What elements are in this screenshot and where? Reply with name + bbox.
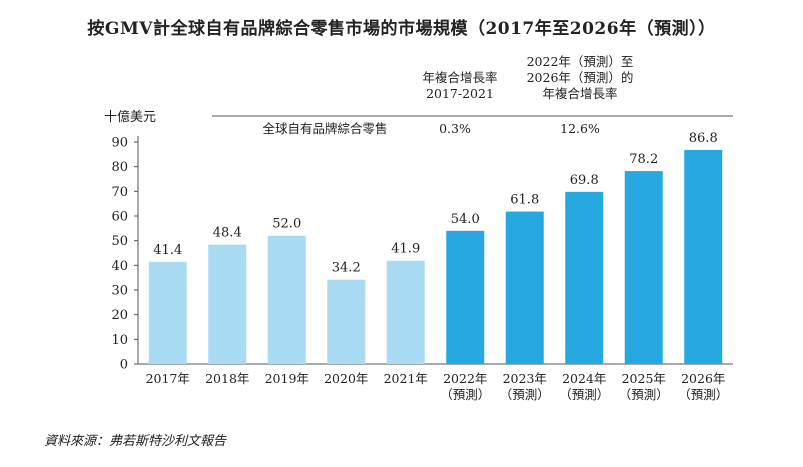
bar [684,149,723,364]
cagr-row-label: 全球自有品牌綜合零售 [262,121,388,136]
x-tick-sublabel: （預測） [440,387,490,402]
y-axis-label: 十億美元 [104,109,156,125]
y-tick-label: 20 [111,308,128,323]
cagr-header-historical-line: 年複合增長率 [422,70,498,85]
x-tick-sublabel: （預測） [500,387,550,402]
bar [446,230,485,364]
x-tick-label: 2021年 [384,371,428,386]
cagr-header-historical: 年複合增長率 2017-2021 [405,70,515,102]
cagr-header-forecast: 2022年（預測）至 2026年（預測）的 年複合增長率 [510,54,650,102]
y-tick-label: 30 [111,284,128,299]
bar-value-label: 86.8 [689,131,718,146]
y-tick-label: 80 [111,160,128,175]
bar [386,260,425,364]
cagr-forecast-value: 12.6% [560,121,600,136]
cagr-header-historical-line: 2017-2021 [426,86,494,101]
x-tick-label: 2024年 [562,371,606,386]
y-tick-label: 10 [111,333,128,348]
source-note: 資料來源：弗若斯特沙利文報告 [44,434,227,449]
y-tick-label: 70 [111,185,128,200]
bar-value-label: 34.2 [332,261,361,276]
bar-value-label: 54.0 [451,212,480,227]
x-tick-label: 2025年 [622,371,666,386]
y-tick-label: 50 [111,234,128,249]
bar [327,279,366,364]
bar [505,211,544,364]
bar [267,235,306,364]
bar [148,261,187,364]
x-tick-sublabel: （預測） [678,387,728,402]
bar-value-label: 52.0 [272,217,301,232]
x-tick-sublabel: （預測） [619,387,669,402]
x-tick-label: 2026年 [681,371,725,386]
cagr-header-forecast-line: 2026年（預測）的 [526,70,634,85]
x-tick-label: 2017年 [146,371,190,386]
bar [624,171,663,364]
x-tick-sublabel: （預測） [559,387,609,402]
chart-title: 按GMV計全球自有品牌綜合零售市場的市場規模（2017年至2026年（預測）） [87,19,716,39]
bar-value-label: 78.2 [629,152,658,167]
x-tick-label: 2023年 [503,371,547,386]
x-tick-label: 2019年 [265,371,309,386]
cagr-header-forecast-line: 年複合增長率 [542,86,618,101]
bar-value-label: 48.4 [213,226,242,241]
bar-value-label: 41.4 [153,243,182,258]
y-tick-label: 0 [120,358,128,373]
y-tick-label: 90 [111,136,128,151]
x-tick-label: 2020年 [324,371,368,386]
cagr-historical-value: 0.3% [439,121,471,136]
bar-value-label: 41.9 [391,242,420,257]
bar-value-label: 69.8 [570,173,599,188]
cagr-header-forecast-line: 2022年（預測）至 [526,54,634,69]
bar-value-label: 61.8 [510,193,539,208]
y-tick-label: 60 [111,210,128,225]
x-tick-label: 2022年 [443,371,487,386]
y-tick-label: 40 [111,259,128,274]
bar [565,191,604,364]
bar [208,244,247,364]
x-tick-label: 2018年 [205,371,249,386]
